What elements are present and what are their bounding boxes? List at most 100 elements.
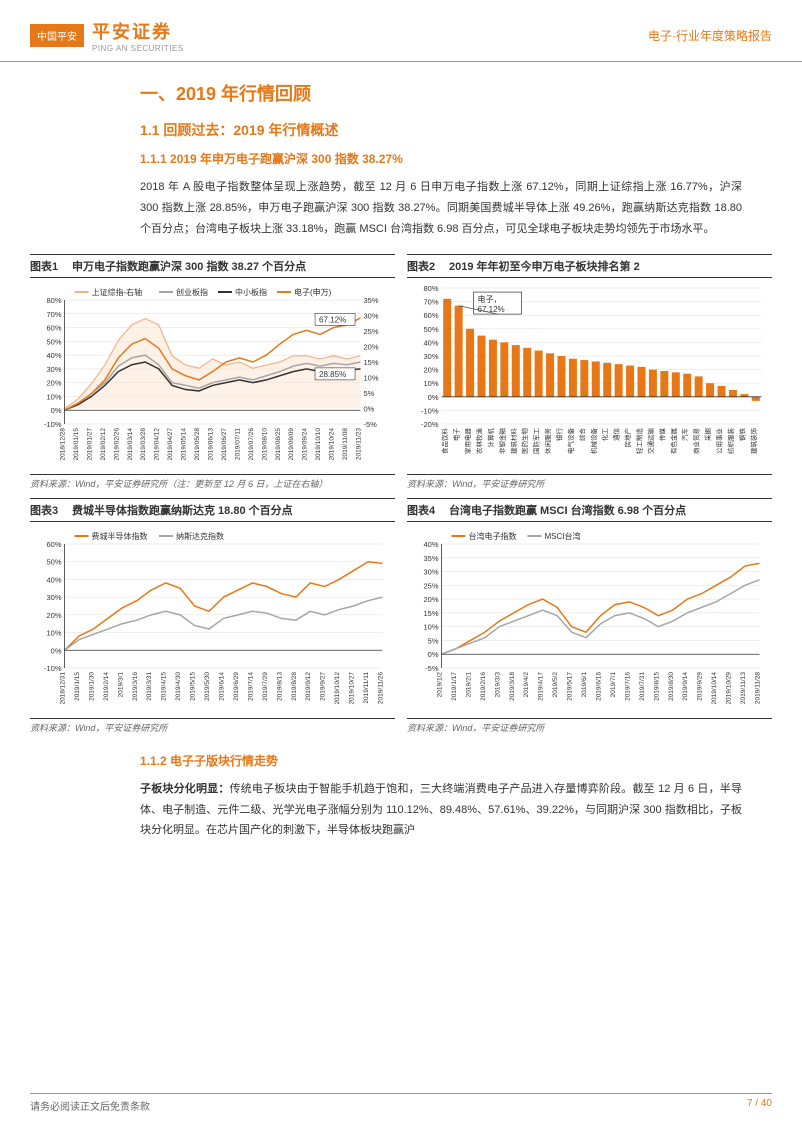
svg-text:2019/3/31: 2019/3/31 xyxy=(146,671,153,700)
chart-2: 图表22019 年年初至今申万电子板块排名第 2 -20%-10%0%10%20… xyxy=(407,254,772,490)
svg-text:2019/5/30: 2019/5/30 xyxy=(204,671,211,700)
svg-text:农林牧渔: 农林牧渔 xyxy=(475,427,484,454)
svg-text:2019/01/15: 2019/01/15 xyxy=(73,427,80,460)
svg-text:2018/12/28: 2018/12/28 xyxy=(60,427,67,460)
svg-text:0%: 0% xyxy=(51,646,62,655)
svg-text:2019/11/28: 2019/11/28 xyxy=(755,671,762,703)
svg-text:10%: 10% xyxy=(46,392,61,401)
chart-4: 图表4台湾电子指数跑赢 MSCI 台湾指数 6.98 个百分点 -5%0%5%1… xyxy=(407,498,772,734)
svg-text:2019/08/25: 2019/08/25 xyxy=(275,427,282,460)
svg-text:70%: 70% xyxy=(46,309,61,318)
svg-text:0%: 0% xyxy=(428,650,439,659)
svg-text:10%: 10% xyxy=(46,628,61,637)
svg-text:2019/4/15: 2019/4/15 xyxy=(161,671,168,700)
svg-text:0%: 0% xyxy=(51,406,62,415)
svg-text:中小板指: 中小板指 xyxy=(235,287,267,297)
charts-row-1: 图表1申万电子指数跑赢沪深 300 指数 38.27 个百分点 -10%0%10… xyxy=(0,254,802,490)
svg-text:2019/1/15: 2019/1/15 xyxy=(74,671,81,700)
svg-text:2019/6/29: 2019/6/29 xyxy=(233,671,240,700)
svg-text:国防军工: 国防军工 xyxy=(532,427,541,454)
paragraph-2: 子板块分化明显：传统电子板块由于智能手机趋于饱和，三大终端消费电子产品进入存量博… xyxy=(140,779,742,842)
chart2-source: 资料来源：Wind，平安证券研究所 xyxy=(407,474,772,490)
svg-text:2019/4/2: 2019/4/2 xyxy=(523,671,530,697)
svg-text:35%: 35% xyxy=(364,296,379,305)
svg-text:2019/6/1: 2019/6/1 xyxy=(581,671,588,697)
svg-text:10%: 10% xyxy=(423,379,438,388)
footer: 请务必阅读正文后免责条款 7 / 40 xyxy=(30,1093,772,1113)
svg-text:化工: 化工 xyxy=(600,427,609,441)
svg-text:通信: 通信 xyxy=(612,427,621,441)
svg-text:汽车: 汽车 xyxy=(680,427,689,441)
chart1-title: 申万电子指数跑赢沪深 300 指数 38.27 个百分点 xyxy=(72,261,306,273)
svg-text:2019/5/17: 2019/5/17 xyxy=(567,671,574,700)
svg-text:2019/8/30: 2019/8/30 xyxy=(668,671,675,700)
svg-text:电子(申万): 电子(申万) xyxy=(294,287,332,297)
svg-text:60%: 60% xyxy=(46,540,61,549)
svg-text:2019/11/26: 2019/11/26 xyxy=(378,671,385,703)
svg-text:-5%: -5% xyxy=(364,420,378,429)
svg-text:15%: 15% xyxy=(364,358,379,367)
svg-text:建筑材料: 建筑材料 xyxy=(509,427,518,454)
svg-text:商业贸易: 商业贸易 xyxy=(692,428,701,454)
brand-cn: 平安证券 xyxy=(92,18,184,44)
svg-text:70%: 70% xyxy=(423,297,438,306)
svg-text:2019/5/15: 2019/5/15 xyxy=(190,671,197,700)
svg-text:0%: 0% xyxy=(428,392,439,401)
svg-text:钢铁: 钢铁 xyxy=(737,427,746,441)
svg-text:2019/03/14: 2019/03/14 xyxy=(127,427,134,460)
svg-text:-5%: -5% xyxy=(425,664,439,673)
svg-text:2019/5/2: 2019/5/2 xyxy=(552,671,559,697)
svg-text:40%: 40% xyxy=(46,351,61,360)
svg-text:电气设备: 电气设备 xyxy=(566,427,575,454)
svg-text:2019/10/10: 2019/10/10 xyxy=(315,427,322,460)
svg-text:-10%: -10% xyxy=(44,420,62,429)
svg-text:50%: 50% xyxy=(46,337,61,346)
svg-text:2019/7/31: 2019/7/31 xyxy=(639,671,646,700)
svg-text:30%: 30% xyxy=(423,567,438,576)
svg-text:60%: 60% xyxy=(423,311,438,320)
svg-text:30%: 30% xyxy=(364,311,379,320)
svg-text:电子: 电子 xyxy=(452,427,461,441)
svg-text:轻工制造: 轻工制造 xyxy=(635,427,644,454)
svg-text:2019/10/27: 2019/10/27 xyxy=(349,671,356,704)
logo-badge: 中国平安 xyxy=(30,24,84,47)
svg-text:2019/8/15: 2019/8/15 xyxy=(653,671,660,700)
svg-text:40%: 40% xyxy=(423,338,438,347)
svg-text:2019/1/30: 2019/1/30 xyxy=(88,671,95,700)
svg-text:计算机: 计算机 xyxy=(486,427,495,447)
svg-text:2019/2/16: 2019/2/16 xyxy=(480,671,487,700)
svg-text:电子，: 电子， xyxy=(478,294,502,304)
page-number: 7 / 40 xyxy=(747,1098,772,1113)
svg-text:10%: 10% xyxy=(364,373,379,382)
svg-text:30%: 30% xyxy=(46,365,61,374)
svg-text:纺织服装: 纺织服装 xyxy=(726,427,735,454)
svg-text:2019/04/27: 2019/04/27 xyxy=(167,427,174,460)
svg-text:-10%: -10% xyxy=(44,664,62,673)
svg-text:2019/11/13: 2019/11/13 xyxy=(740,671,747,703)
svg-text:28.85%: 28.85% xyxy=(319,370,346,379)
chart4-source: 资料来源：Wind，平安证券研究所 xyxy=(407,718,772,734)
svg-text:2019/05/28: 2019/05/28 xyxy=(194,427,201,460)
svg-text:创业板指: 创业板指 xyxy=(176,287,208,297)
svg-text:60%: 60% xyxy=(46,323,61,332)
svg-text:2019/11/11: 2019/11/11 xyxy=(363,671,370,703)
svg-text:2019/01/27: 2019/01/27 xyxy=(86,427,93,460)
svg-text:0%: 0% xyxy=(364,404,375,413)
svg-text:2019/9/12: 2019/9/12 xyxy=(305,671,312,700)
svg-text:30%: 30% xyxy=(46,593,61,602)
svg-text:2019/8/28: 2019/8/28 xyxy=(291,671,298,700)
svg-text:30%: 30% xyxy=(423,352,438,361)
svg-text:2019/9/27: 2019/9/27 xyxy=(320,671,327,700)
svg-text:公用事业: 公用事业 xyxy=(715,427,724,454)
svg-text:2019/05/14: 2019/05/14 xyxy=(181,427,188,460)
charts-row-2: 图表3费城半导体指数跑赢纳斯达克 18.80 个百分点 -10%0%10%20%… xyxy=(0,498,802,734)
svg-text:40%: 40% xyxy=(423,540,438,549)
svg-text:2019/9/29: 2019/9/29 xyxy=(697,671,704,700)
chart-1: 图表1申万电子指数跑赢沪深 300 指数 38.27 个百分点 -10%0%10… xyxy=(30,254,395,490)
svg-text:房地产: 房地产 xyxy=(623,427,632,447)
svg-text:2019/4/17: 2019/4/17 xyxy=(538,671,545,700)
svg-text:建筑装饰: 建筑装饰 xyxy=(749,427,758,454)
svg-text:10%: 10% xyxy=(423,622,438,631)
heading-3-2: 1.1.2 电子子版块行情走势 xyxy=(140,752,742,769)
svg-text:2019/09/24: 2019/09/24 xyxy=(302,427,309,460)
